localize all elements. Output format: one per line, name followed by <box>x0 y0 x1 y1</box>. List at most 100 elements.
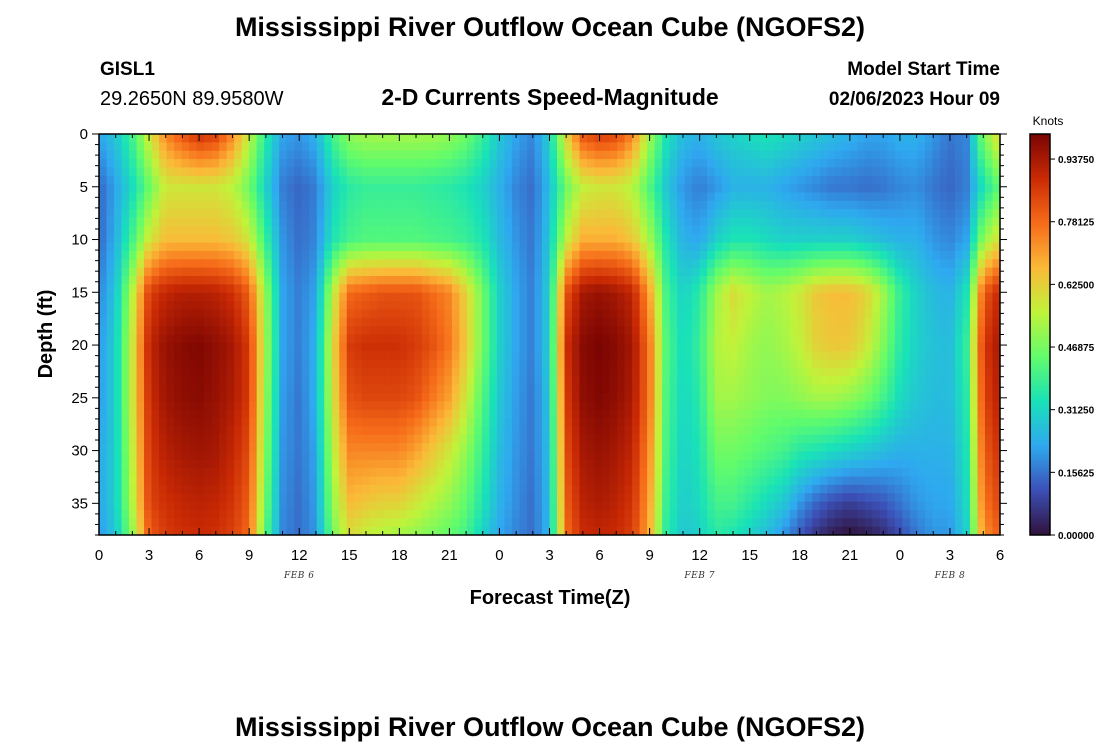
heatmap-cell <box>444 234 453 244</box>
heatmap-cell <box>391 376 400 386</box>
heatmap-cell <box>722 267 731 277</box>
heatmap-cell <box>572 134 581 143</box>
heatmap-cell <box>391 267 400 277</box>
heatmap-cell <box>346 200 355 210</box>
heatmap-cell <box>549 476 558 486</box>
heatmap-cell <box>849 468 858 478</box>
heatmap-cell <box>421 376 430 386</box>
heatmap-cell <box>301 426 310 436</box>
heatmap-cell <box>399 459 408 469</box>
heatmap-cell <box>136 409 145 419</box>
heatmap-cell <box>166 476 175 486</box>
heatmap-cell <box>346 451 355 461</box>
heatmap-cell <box>737 234 746 244</box>
heatmap-cell <box>489 342 498 352</box>
heatmap-cell <box>639 200 648 210</box>
heatmap-cell <box>241 259 250 269</box>
heatmap-cell <box>789 468 798 478</box>
heatmap-cell <box>166 367 175 377</box>
heatmap-cell <box>692 234 701 244</box>
heatmap-cell <box>842 301 851 311</box>
heatmap-cell <box>804 175 813 185</box>
heatmap-cell <box>136 259 145 269</box>
heatmap-cell <box>602 167 611 177</box>
heatmap-cell <box>714 451 723 461</box>
heatmap-cell <box>759 518 768 528</box>
heatmap-cell <box>406 526 415 535</box>
heatmap-cell <box>759 134 768 143</box>
heatmap-cell <box>376 376 385 386</box>
heatmap-cell <box>737 134 746 143</box>
heatmap-cell <box>707 367 716 377</box>
heatmap-cell <box>526 434 536 444</box>
heatmap-cell <box>534 518 543 528</box>
heatmap-cell <box>557 184 566 194</box>
heatmap-cell <box>414 426 423 436</box>
heatmap-cell <box>767 409 776 419</box>
heatmap-cell <box>594 409 603 419</box>
heatmap-cell <box>647 150 656 160</box>
heatmap-cell <box>632 351 641 361</box>
heatmap-cell <box>159 242 168 252</box>
heatmap-cell <box>541 509 551 519</box>
heatmap-cell <box>654 225 663 235</box>
heatmap-cell <box>159 351 168 361</box>
heatmap-cell <box>729 426 738 436</box>
heatmap-cell <box>767 317 776 327</box>
heatmap-cell <box>609 234 618 244</box>
heatmap-cell <box>774 134 783 143</box>
heatmap-cell <box>812 159 821 169</box>
heatmap-cell <box>451 509 460 519</box>
heatmap-cell <box>414 200 423 210</box>
heatmap-cell <box>99 418 108 427</box>
heatmap-cell <box>241 493 250 503</box>
heatmap-cell <box>654 451 663 461</box>
heatmap-cell <box>647 392 656 402</box>
heatmap-cell <box>564 509 573 519</box>
heatmap-cell <box>144 217 153 227</box>
heatmap-cell <box>444 376 453 386</box>
heatmap-cell <box>294 518 303 528</box>
heatmap-cell <box>774 242 783 252</box>
heatmap-cell <box>354 468 363 478</box>
heatmap-cell <box>632 292 641 302</box>
heatmap-cell <box>511 459 521 469</box>
heatmap-cell <box>129 367 138 377</box>
heatmap-cell <box>496 192 506 202</box>
heatmap-cell <box>496 518 506 528</box>
heatmap-cell <box>587 242 596 252</box>
heatmap-cell <box>294 175 303 185</box>
heatmap-cell <box>519 501 528 511</box>
heatmap-cell <box>872 217 881 227</box>
heatmap-cell <box>196 142 205 152</box>
heatmap-cell <box>99 426 108 436</box>
heatmap-cell <box>219 451 228 461</box>
heatmap-cell <box>331 459 340 469</box>
heatmap-cell <box>99 526 108 535</box>
heatmap-cell <box>264 501 273 511</box>
heatmap-cell <box>129 267 138 277</box>
heatmap-cell <box>219 234 228 244</box>
heatmap-cell <box>264 142 273 152</box>
heatmap-cell <box>722 242 731 252</box>
heatmap-cell <box>722 434 731 444</box>
heatmap-cell <box>129 526 138 535</box>
heatmap-cell <box>812 267 821 277</box>
heatmap-cell <box>114 200 123 210</box>
heatmap-cell <box>541 526 551 535</box>
heatmap-cell <box>797 384 806 394</box>
heatmap-cell <box>481 175 491 185</box>
heatmap-cell <box>166 451 175 461</box>
heatmap-cell <box>519 426 528 436</box>
heatmap-cell <box>767 217 776 227</box>
heatmap-cell <box>662 493 671 503</box>
heatmap-cell <box>496 159 506 169</box>
heatmap-cell <box>474 192 483 202</box>
heatmap-cell <box>249 301 258 311</box>
heatmap-cell <box>594 167 603 177</box>
heatmap-cell <box>451 476 460 486</box>
heatmap-cell <box>346 392 355 402</box>
heatmap-cell <box>414 292 423 302</box>
heatmap-cell <box>451 526 460 535</box>
heatmap-cell <box>564 409 573 419</box>
